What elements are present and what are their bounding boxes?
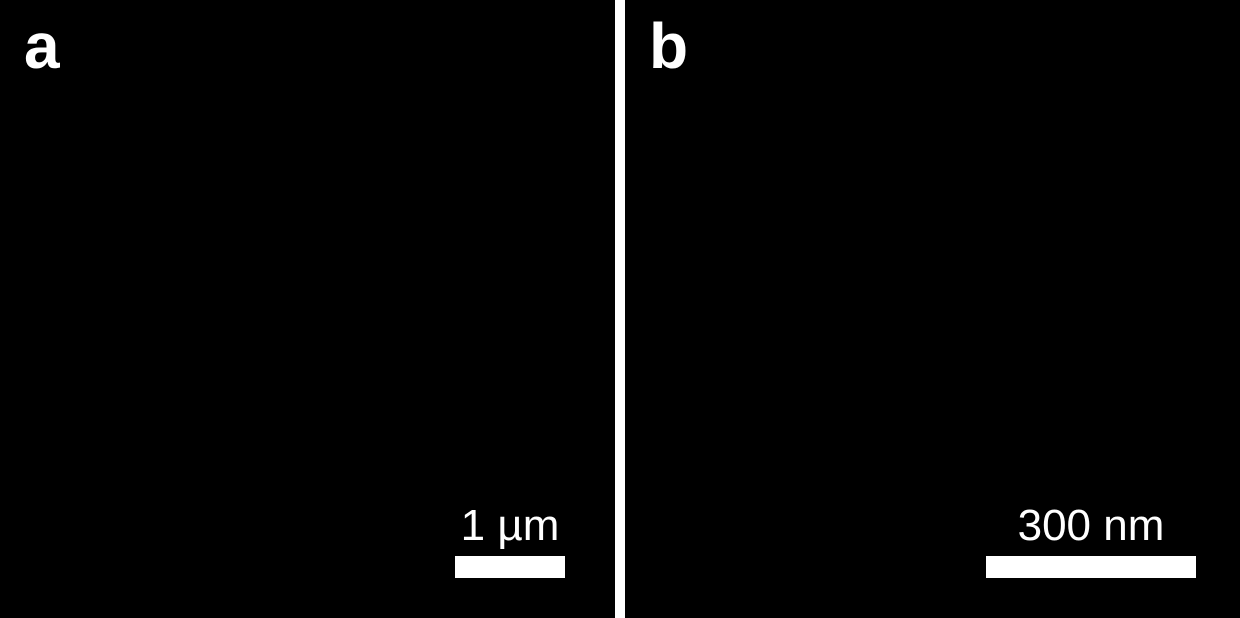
panel-a-scale-group: 1 µm [455, 504, 565, 578]
panel-b-scale-bar [986, 556, 1196, 578]
panel-b-scale-group: 300 nm [986, 504, 1196, 578]
figure-container: a 1 µm b 300 nm [0, 0, 1240, 618]
panel-a-scale-label: 1 µm [461, 504, 560, 548]
panel-a-scale-bar [455, 556, 565, 578]
panel-b: b 300 nm [625, 0, 1240, 618]
panel-a: a 1 µm [0, 0, 615, 618]
panel-b-label: b [649, 14, 688, 78]
panel-b-scale-label: 300 nm [1018, 504, 1165, 548]
panel-a-label: a [24, 14, 60, 78]
